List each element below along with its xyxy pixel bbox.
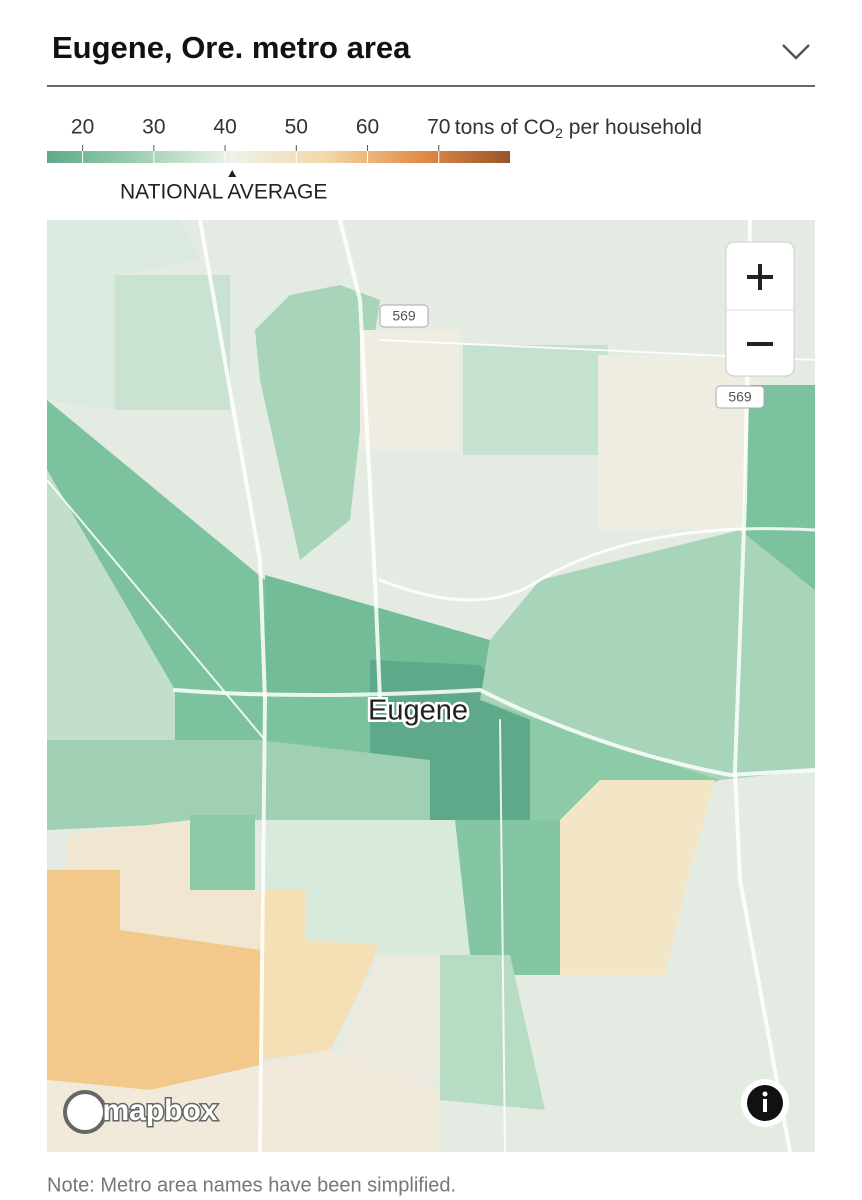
zoom-in-button[interactable] <box>747 264 773 290</box>
road-shield-label: 569 <box>728 389 752 405</box>
tick-label: 40 <box>213 116 236 139</box>
color-scale <box>47 151 510 163</box>
road-shield: 569 <box>379 304 429 328</box>
tick-label: 50 <box>285 116 308 139</box>
dropdown-chevron[interactable] <box>782 44 810 60</box>
tick-label: 30 <box>142 116 165 139</box>
national-average-marker <box>228 170 237 177</box>
unit-text: tons of CO <box>455 116 555 139</box>
attribution: mapbox <box>102 1094 217 1127</box>
unit-subscript: 2 <box>555 125 563 141</box>
unit-text: per household <box>563 116 702 139</box>
zoom-control <box>725 241 795 377</box>
map <box>47 220 815 1152</box>
mapbox-logo: mapbox <box>63 1090 219 1134</box>
note: Note: Metro area names have been simplif… <box>47 1174 456 1196</box>
unit-label: tons of CO2 per household <box>455 116 702 141</box>
legend: NATIONAL AVERAGE 20 30 40 50 60 70 tons of CO2… <box>47 116 702 204</box>
tick-label: 70 <box>427 116 450 139</box>
road-shield-label: 569 <box>392 308 416 324</box>
title: Eugene, Ore. metro area <box>52 30 411 65</box>
road-shield: 569 <box>715 385 765 409</box>
national-average-label: NATIONAL AVERAGE <box>120 181 327 204</box>
tick-label: 20 <box>71 116 94 139</box>
info-button[interactable] <box>741 1079 789 1127</box>
tick-label: 60 <box>356 116 379 139</box>
city-label: Eugene <box>368 695 468 727</box>
